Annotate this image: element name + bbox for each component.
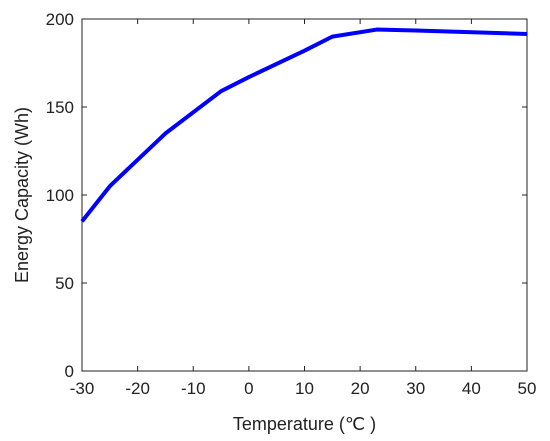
axis-ticks bbox=[81, 18, 528, 372]
y-tick-label: 50 bbox=[55, 274, 74, 293]
y-axis-label: Energy Capacity (Wh) bbox=[12, 107, 32, 283]
plot-area bbox=[81, 18, 528, 372]
series-line bbox=[80, 27, 528, 223]
x-tick-label: -10 bbox=[181, 379, 206, 398]
x-tick-label: 30 bbox=[406, 379, 425, 398]
y-tick-label: 100 bbox=[46, 186, 74, 205]
x-tick-label: -20 bbox=[125, 379, 150, 398]
x-tick-label: 40 bbox=[462, 379, 481, 398]
y-tick-label: 200 bbox=[46, 10, 74, 29]
data-series bbox=[80, 27, 528, 223]
x-axis-label: Temperature (℃ ) bbox=[233, 414, 376, 434]
x-tick-label: 50 bbox=[518, 379, 537, 398]
y-tick-label: 0 bbox=[65, 362, 74, 381]
axis-tick-labels: -30 -20 -10 0 10 20 30 40 50 0 50 100 150 200 bbox=[46, 10, 537, 398]
x-tick-label: -30 bbox=[70, 379, 95, 398]
x-tick-label: 20 bbox=[351, 379, 370, 398]
y-tick-label: 150 bbox=[46, 98, 74, 117]
x-tick-label: 10 bbox=[295, 379, 314, 398]
x-tick-label: 0 bbox=[244, 379, 253, 398]
